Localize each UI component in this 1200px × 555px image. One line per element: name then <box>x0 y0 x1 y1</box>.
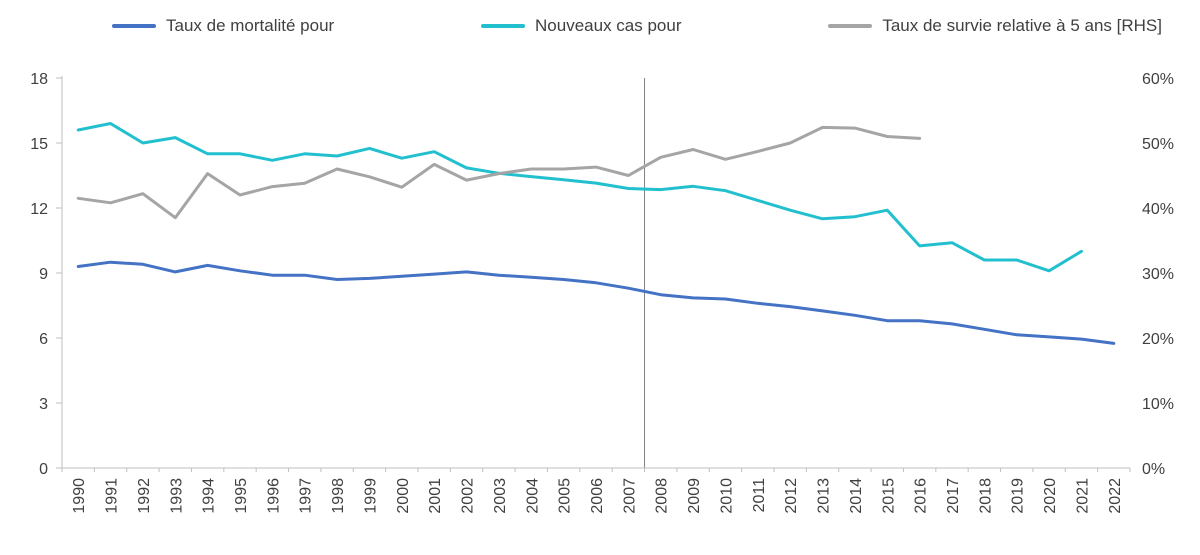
x-axis-year-label: 2005 <box>557 478 574 514</box>
x-axis-year-label: 2012 <box>783 478 800 514</box>
x-axis-year-label: 2015 <box>880 478 897 514</box>
legend-label-survival: Taux de survie relative à 5 ans [RHS] <box>882 16 1162 35</box>
legend-line-new-cases-icon <box>481 24 526 28</box>
x-axis-year-label: 1994 <box>201 478 218 514</box>
right-axis-tick-label: 40% <box>1142 201 1174 218</box>
x-axis-year-label: 2000 <box>395 478 412 514</box>
left-axis-tick-label: 12 <box>30 201 48 218</box>
legend-label-mortality: Taux de mortalité pour <box>166 16 335 35</box>
x-axis-year-label: 2016 <box>913 478 930 514</box>
x-axis-year-label: 1996 <box>265 478 282 514</box>
series-line-1 <box>76 122 1083 273</box>
legend-item-mortality-rate: Taux de mortalité pour <box>112 16 334 36</box>
x-axis-year-label: 2007 <box>621 478 638 514</box>
x-axis-year-label: 1990 <box>71 478 88 514</box>
legend-item-survival-rate: Taux de survie relative à 5 ans [RHS] <box>828 16 1162 36</box>
x-axis-year-label: 2009 <box>686 478 703 514</box>
x-axis-year-label: 1997 <box>298 478 315 514</box>
right-axis-tick-label: 0% <box>1142 461 1165 478</box>
series-line-2 <box>76 125 922 220</box>
x-axis-year-label: 2018 <box>977 478 994 514</box>
left-axis-tick-label: 0 <box>39 461 48 478</box>
x-axis-year-label: 2020 <box>1042 478 1059 514</box>
x-axis-year-label: 1999 <box>363 478 380 514</box>
left-axis-tick-label: 6 <box>39 331 48 348</box>
right-axis-tick-label: 10% <box>1142 396 1174 413</box>
x-axis-year-label: 2017 <box>945 478 962 514</box>
x-axis-year-label: 2011 <box>751 478 768 513</box>
legend-label-new-cases: Nouveaux cas pour <box>535 16 682 35</box>
left-axis-tick-label: 3 <box>39 396 48 413</box>
left-axis-tick-label: 9 <box>39 266 48 283</box>
x-axis-year-label: 2001 <box>427 478 444 514</box>
left-axis-tick-label: 15 <box>30 136 48 153</box>
legend-item-new-cases: Nouveaux cas pour <box>481 16 682 36</box>
legend-line-survival-icon <box>828 24 873 28</box>
x-axis-year-label: 2010 <box>719 478 736 514</box>
legend-line-mortality-icon <box>112 24 156 28</box>
x-axis-year-label: 2006 <box>589 478 606 514</box>
x-axis-year-label: 2021 <box>1075 478 1092 514</box>
x-axis-year-label: 1991 <box>104 478 121 514</box>
x-axis-year-label: 1992 <box>136 478 153 514</box>
x-axis-year-label: 2019 <box>1010 478 1027 514</box>
x-axis-year-label: 2014 <box>848 478 865 514</box>
x-axis-year-label: 2002 <box>460 478 477 514</box>
left-axis-tick-label: 18 <box>30 71 48 88</box>
chart-legend: Taux de mortalité pour Nouveaux cas pour… <box>0 16 1200 36</box>
x-axis-year-label: 1995 <box>233 478 250 514</box>
right-axis-tick-label: 30% <box>1142 266 1174 283</box>
x-axis-year-label: 1993 <box>168 478 185 514</box>
x-axis-year-label: 2008 <box>654 478 671 514</box>
x-axis-year-label: 2003 <box>492 478 509 514</box>
right-axis-tick-label: 20% <box>1142 331 1174 348</box>
x-axis-year-label: 2022 <box>1107 478 1124 514</box>
right-axis-tick-label: 60% <box>1142 71 1174 88</box>
x-axis-year-label: 2013 <box>816 478 833 514</box>
x-axis-year-label: 2004 <box>524 478 541 514</box>
x-axis-year-label: 1998 <box>330 478 347 514</box>
series-line-0 <box>76 260 1116 345</box>
right-axis-tick-label: 50% <box>1142 136 1174 153</box>
